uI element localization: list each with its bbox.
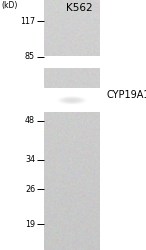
Text: 117: 117: [20, 17, 35, 26]
Text: 19: 19: [25, 220, 35, 229]
Text: (kD): (kD): [1, 1, 18, 10]
Text: 34: 34: [25, 155, 35, 164]
Text: 85: 85: [25, 52, 35, 62]
Text: CYP19A1: CYP19A1: [107, 90, 146, 100]
Text: 48: 48: [25, 116, 35, 126]
Text: 26: 26: [25, 185, 35, 194]
Text: K562: K562: [66, 2, 92, 12]
